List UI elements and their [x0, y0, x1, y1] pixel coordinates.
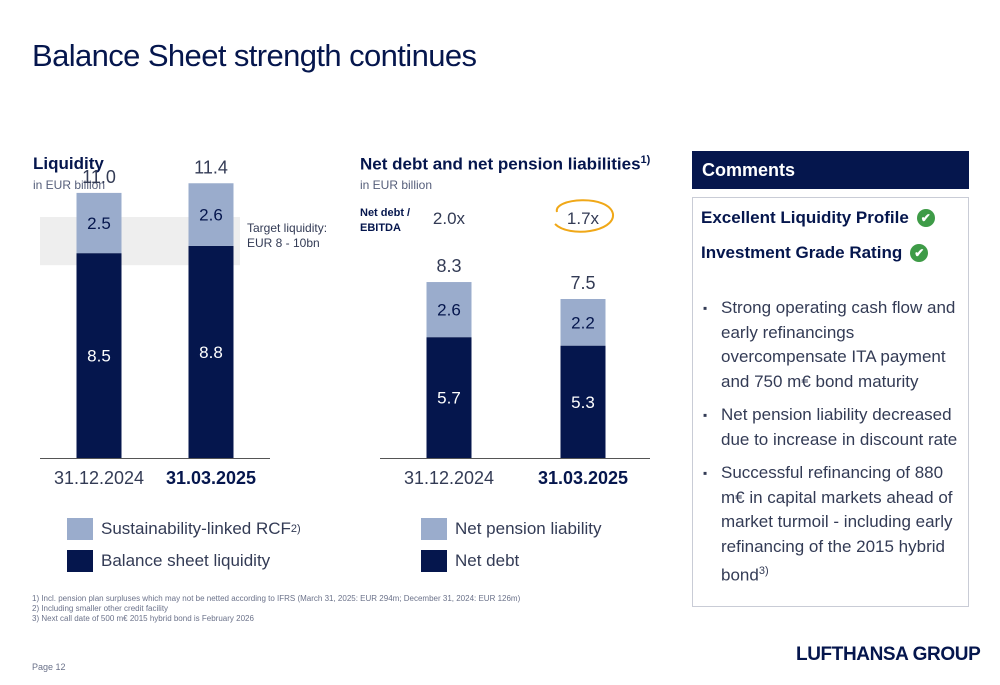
legend-swatch-rcf — [67, 518, 93, 540]
net-debt-ebitda-value: 2.0x — [433, 209, 466, 228]
bar-value-label: 8.8 — [199, 343, 223, 362]
bullet-item: Net pension liability decreased due to i… — [701, 403, 963, 452]
legend-item-net-pension-liability: Net pension liability — [421, 518, 601, 540]
bar-balance-sheet-liquidity — [76, 253, 122, 458]
legend-item-net-debt: Net debt — [421, 550, 519, 572]
footnote-3: 3) Next call date of 500 m€ 2015 hybrid … — [32, 614, 254, 623]
bar-value-label: 2.2 — [571, 313, 595, 332]
page-number: Page 12 — [32, 662, 66, 672]
liquidity-chart: Target liquidity:EUR 8 - 10bn 8.5 2.5 11.0 3… — [40, 157, 327, 488]
footnote-marker: 2) — [290, 523, 301, 535]
bar-sustainability-linked-rcf — [188, 183, 234, 246]
bullet-item: Strong operating cash flow and early ref… — [701, 296, 963, 394]
target-liquidity-label-line1: Target liquidity: — [247, 221, 327, 235]
comments-bullet-list: Strong operating cash flow and early ref… — [701, 296, 963, 597]
bar-net-debt — [560, 345, 606, 458]
net-debt-chart-subtitle: in EUR billion — [360, 178, 433, 192]
bullet-item: Successful refinancing of 880 m€ in capi… — [701, 461, 963, 588]
page-title: Balance Sheet strength continues — [32, 38, 477, 73]
bar-value-label: 8.5 — [87, 347, 111, 366]
footnote-2: 2) Including smaller other credit facili… — [32, 604, 169, 613]
bar-balance-sheet-liquidity — [188, 245, 234, 458]
comments-panel: Excellent Liquidity Profile ✔ Investment… — [692, 197, 969, 607]
net-debt-chart-title: Net debt and net pension liabilities1) — [360, 154, 651, 174]
legend-label-balance-sheet-liquidity: Balance sheet liquidity — [101, 551, 271, 570]
footnotes: 1) Incl. pension plan surpluses which ma… — [32, 594, 520, 624]
footnote-marker: 3) — [758, 565, 769, 577]
legend-item-rcf: Sustainability-linked RCF 2) — [67, 518, 301, 540]
legend-swatch-net-debt — [421, 550, 447, 572]
check-item-label: Investment Grade Rating — [701, 243, 903, 262]
checkmark-icon: ✔ — [916, 209, 935, 227]
legend-label-net-debt: Net debt — [455, 551, 520, 570]
legend-label-net-pension-liability: Net pension liability — [455, 519, 602, 538]
check-item-liquidity: Excellent Liquidity Profile ✔ — [701, 208, 935, 228]
bar-total-label: 11.4 — [194, 157, 228, 177]
comments-header: Comments — [692, 151, 969, 189]
bar-value-label: 2.5 — [87, 214, 111, 233]
footnote-marker: 1) — [640, 154, 651, 166]
target-liquidity-label-line2: EUR 8 - 10bn — [247, 236, 320, 250]
highlight-circle — [554, 199, 615, 233]
net-debt-ebitda-value: 1.7x — [567, 209, 600, 228]
bar-value-label: 2.6 — [437, 301, 461, 320]
legend-swatch-balance-sheet-liquidity — [67, 550, 93, 572]
checkmark-icon: ✔ — [910, 244, 929, 262]
x-tick-label: 31.03.2025 — [538, 468, 628, 488]
legend-item-balance-sheet-liquidity: Balance sheet liquidity — [67, 550, 270, 572]
bar-total-label: 8.3 — [436, 256, 461, 276]
x-tick-label: 31.12.2024 — [54, 468, 144, 488]
ebitda-label-line1: Net debt / — [360, 207, 410, 219]
liquidity-chart-title: Liquidity — [33, 154, 104, 173]
lufthansa-group-logo: LUFTHANSA GROUP — [796, 644, 981, 665]
bar-sustainability-linked-rcf — [76, 192, 122, 254]
liquidity-chart-subtitle: in EUR billion — [33, 178, 106, 192]
bar-net-debt — [426, 337, 472, 458]
bar-total-label: 11.0 — [82, 167, 116, 187]
bar-net-pension-liability — [560, 299, 606, 346]
check-item-label: Excellent Liquidity Profile — [701, 208, 909, 227]
legend-swatch-net-pension-liability — [421, 518, 447, 540]
bar-value-label: 5.7 — [437, 389, 461, 408]
ebitda-label-line2: EBITDA — [360, 222, 401, 234]
bar-net-pension-liability — [426, 282, 472, 338]
bar-value-label: 5.3 — [571, 393, 595, 412]
footnote-1: 1) Incl. pension plan surpluses which ma… — [32, 594, 521, 603]
net-debt-chart: Net debt / EBITDA 2.0x 1.7x 5.7 2.6 8.3 31.12.2… — [360, 199, 650, 488]
legend-label-rcf: Sustainability-linked RCF — [101, 519, 291, 538]
x-tick-label: 31.03.2025 — [166, 468, 256, 488]
x-tick-label: 31.12.2024 — [404, 468, 494, 488]
check-item-rating: Investment Grade Rating ✔ — [701, 243, 929, 263]
bar-value-label: 2.6 — [199, 206, 223, 225]
bar-total-label: 7.5 — [570, 273, 595, 293]
